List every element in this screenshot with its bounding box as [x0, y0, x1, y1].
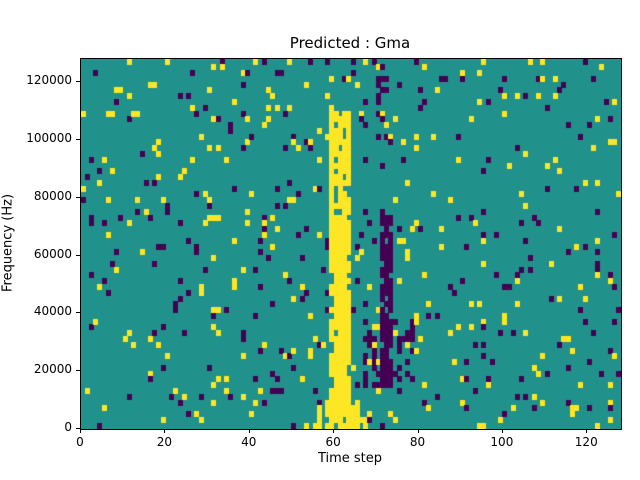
x-tick-label: 60: [325, 435, 341, 449]
y-tick-label: 20000: [33, 362, 72, 377]
y-tick-mark: [76, 138, 80, 140]
x-tick-label: 0: [76, 435, 84, 449]
x-tick-mark: [248, 429, 250, 433]
x-tick-label: 80: [409, 435, 426, 449]
heatmap-canvas: [81, 59, 621, 429]
y-tick-mark: [76, 370, 80, 372]
y-tick-label: 100000: [26, 130, 72, 145]
y-tick-label: 40000: [33, 304, 72, 319]
plot-title: Predicted : Gma: [289, 34, 411, 52]
x-axis-label: Time step: [317, 451, 383, 466]
y-tick-label: 0: [64, 420, 72, 434]
x-tick-label: 120: [574, 435, 598, 449]
x-tick-label: 20: [156, 435, 173, 449]
x-tick-mark: [333, 429, 335, 433]
y-tick-mark: [76, 196, 80, 198]
x-tick-label: 40: [241, 435, 257, 449]
x-tick-mark: [164, 429, 166, 433]
x-tick-mark: [501, 429, 503, 433]
x-tick-label: 100: [490, 435, 514, 449]
y-tick-mark: [76, 81, 80, 83]
x-tick-mark: [586, 429, 588, 433]
y-tick-label: 80000: [33, 188, 72, 203]
x-tick-mark: [417, 429, 419, 433]
y-tick-mark: [76, 428, 80, 429]
y-axis-label: Frequency (Hz): [0, 193, 16, 293]
x-tick-mark: [80, 429, 81, 433]
plot-area: [80, 58, 622, 430]
y-tick-mark: [76, 254, 80, 256]
y-tick-label: 60000: [33, 246, 72, 261]
y-tick-label: 120000: [26, 73, 72, 88]
y-tick-mark: [76, 312, 80, 314]
